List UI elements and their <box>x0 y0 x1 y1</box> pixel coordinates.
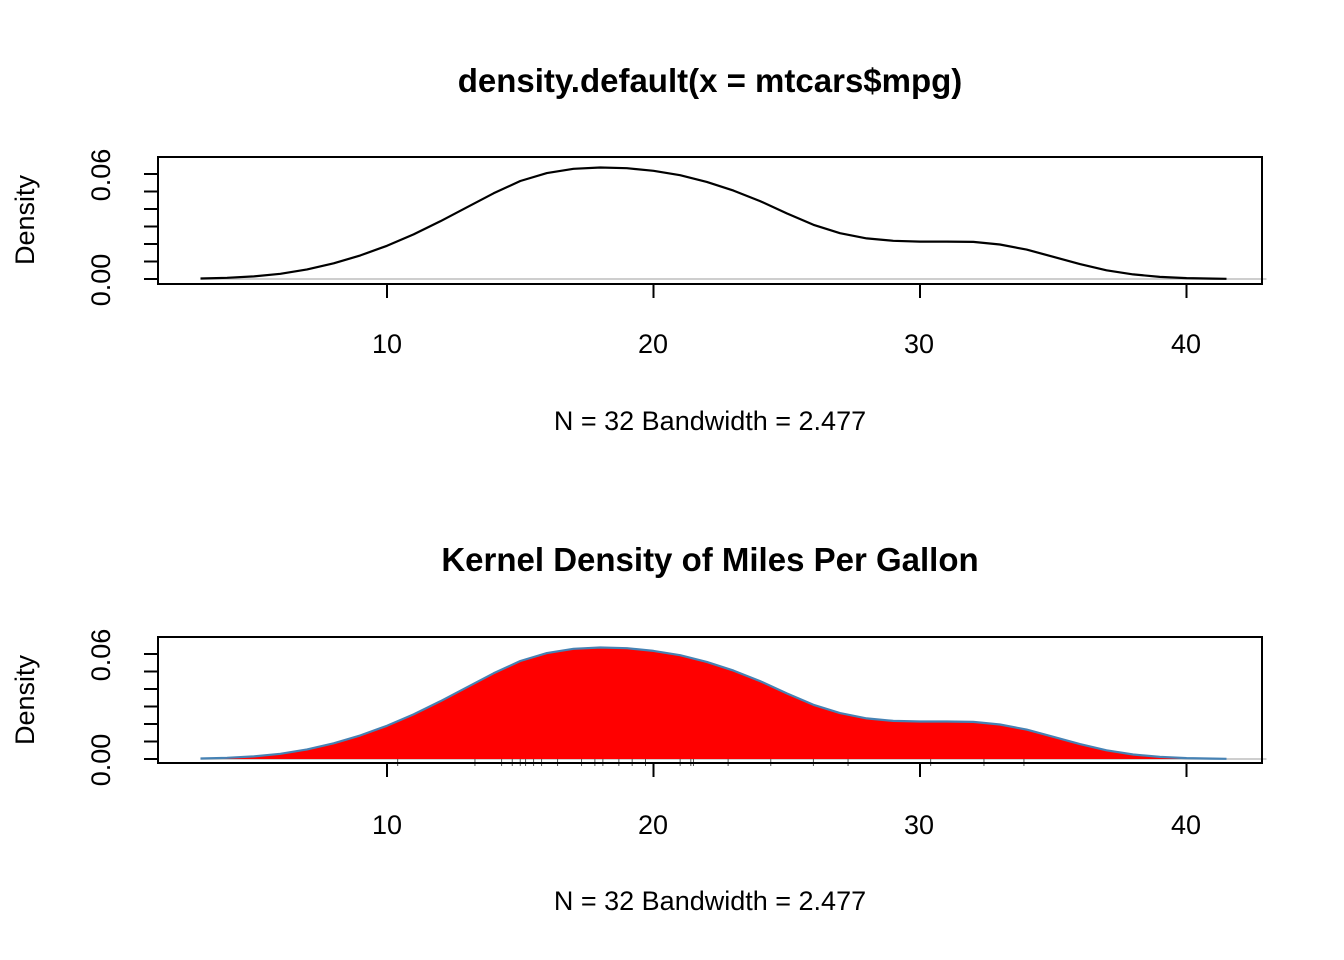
density-panel-bottom: Kernel Density of Miles Per Gallon Densi… <box>10 541 1267 916</box>
density-panel-top: density.default(x = mtcars$mpg) Density … <box>10 62 1267 436</box>
density-line <box>200 166 1227 280</box>
x-axis-label: N = 32 Bandwidth = 2.477 <box>554 886 866 916</box>
x-tick-label-30: 30 <box>904 810 934 840</box>
y-tick-label-0.00: 0.00 <box>86 734 116 787</box>
x-axis-label: N = 32 Bandwidth = 2.477 <box>554 406 866 436</box>
y-axis-label: Density <box>10 654 40 745</box>
x-tick-label-10: 10 <box>372 810 402 840</box>
y-tick-label-0.06: 0.06 <box>86 149 116 202</box>
chart-title: density.default(x = mtcars$mpg) <box>458 62 963 99</box>
density-fill-area <box>200 647 1227 759</box>
y-tick-label-0.06: 0.06 <box>86 629 116 682</box>
plot-frame <box>157 636 1263 764</box>
x-tick-label-20: 20 <box>638 329 668 359</box>
y-tick-label-0.00: 0.00 <box>86 254 116 307</box>
density-line <box>200 646 1227 760</box>
x-tick-label-30: 30 <box>904 329 934 359</box>
x-tick-label-20: 20 <box>638 810 668 840</box>
chart-title: Kernel Density of Miles Per Gallon <box>441 541 978 578</box>
x-tick-label-40: 40 <box>1171 810 1201 840</box>
x-tick-label-40: 40 <box>1171 329 1201 359</box>
y-axis-label: Density <box>10 174 40 265</box>
plot-frame <box>157 156 1263 285</box>
x-tick-label-10: 10 <box>372 329 402 359</box>
